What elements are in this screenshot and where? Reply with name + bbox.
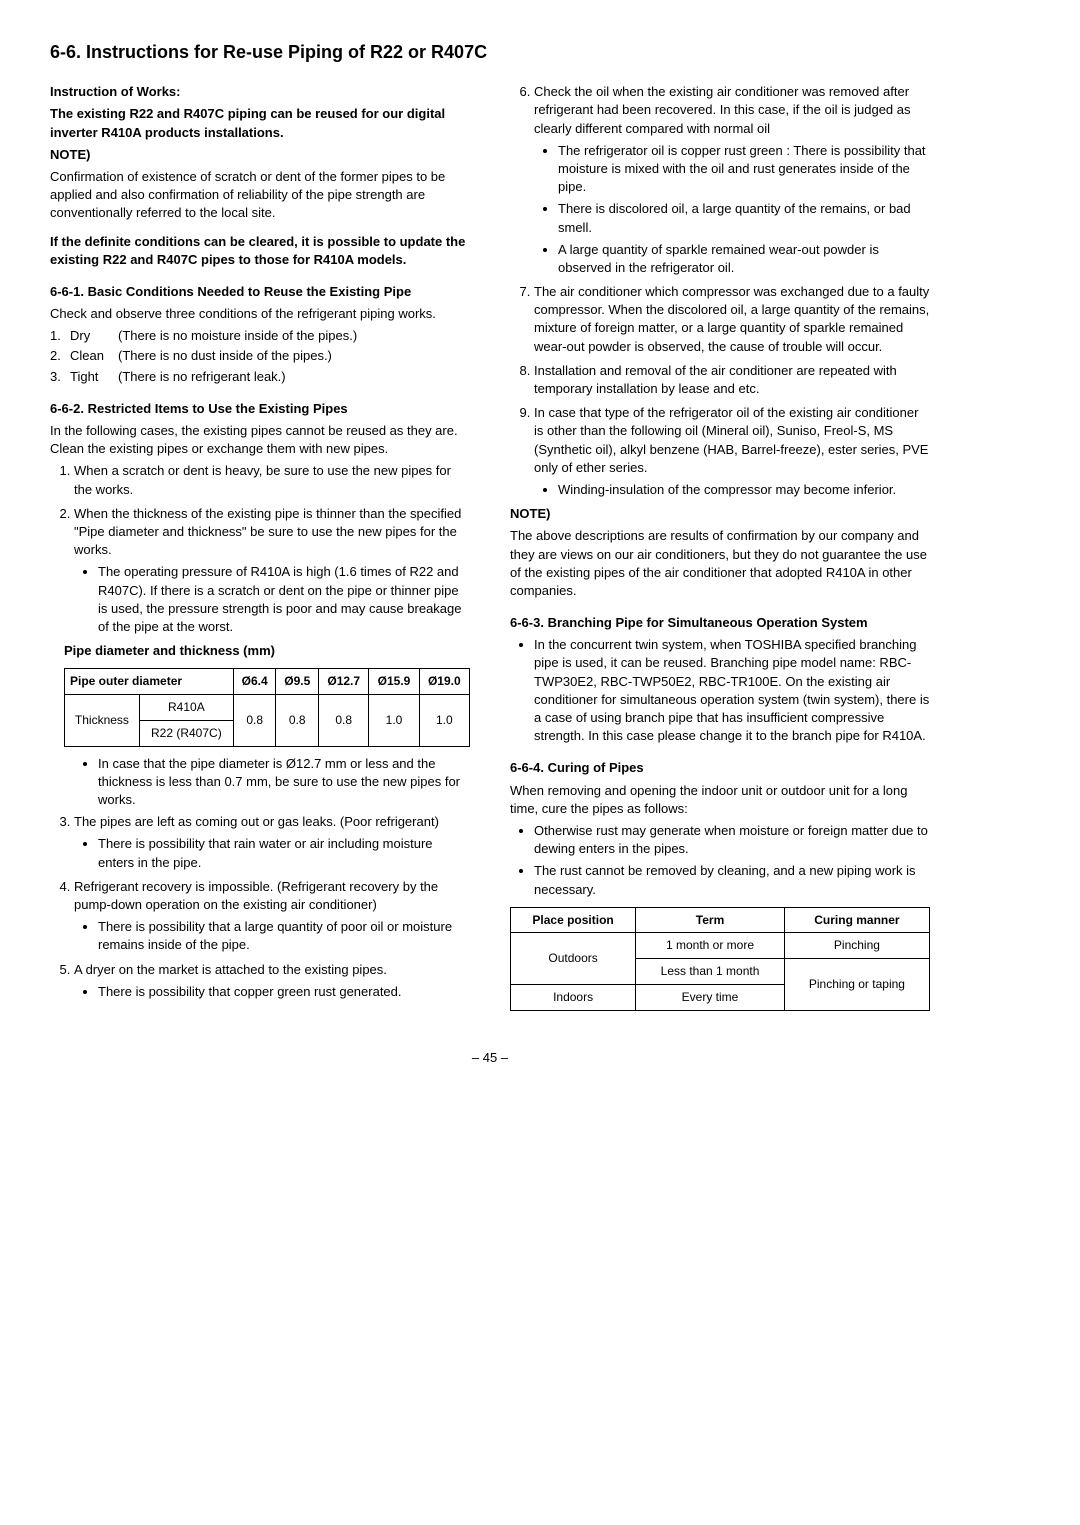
s661-title: 6-6-1. Basic Conditions Needed to Reuse … [50, 283, 470, 301]
s662-title: 6-6-2. Restricted Items to Use the Exist… [50, 400, 470, 418]
list-item: The pipes are left as coming out or gas … [74, 813, 470, 872]
table1-title: Pipe diameter and thickness (mm) [64, 642, 470, 660]
right-column: Check the oil when the existing air cond… [510, 79, 930, 1019]
note-label: NOTE) [510, 505, 930, 523]
note-text: Confirmation of existence of scratch or … [50, 168, 470, 223]
s662-list: When a scratch or dent is heavy, be sure… [50, 462, 470, 636]
s664-title: 6-6-4. Curing of Pipes [510, 759, 930, 777]
left-column: Instruction of Works: The existing R22 a… [50, 79, 470, 1019]
s661-list: 1.Dry(There is no moisture inside of the… [50, 327, 470, 386]
list-item: When a scratch or dent is heavy, be sure… [74, 462, 470, 498]
note-text: The above descriptions are results of co… [510, 527, 930, 600]
instruction-text: The existing R22 and R407C piping can be… [50, 105, 470, 141]
instruction-label: Instruction of Works: [50, 83, 470, 101]
page-number: – 45 – [50, 1049, 930, 1067]
s661-intro: Check and observe three conditions of th… [50, 305, 470, 323]
right-list: Check the oil when the existing air cond… [510, 83, 930, 499]
s663-text: In the concurrent twin system, when TOSH… [534, 636, 930, 745]
list-item: In case that type of the refrigerator oi… [534, 404, 930, 499]
list-item: Installation and removal of the air cond… [534, 362, 930, 398]
list-item: The air conditioner which compressor was… [534, 283, 930, 356]
s662-intro: In the following cases, the existing pip… [50, 422, 470, 458]
list-item: The operating pressure of R410A is high … [98, 563, 470, 636]
list-item: A dryer on the market is attached to the… [74, 961, 470, 1001]
s663-title: 6-6-3. Branching Pipe for Simultaneous O… [510, 614, 930, 632]
list-item: Check the oil when the existing air cond… [534, 83, 930, 277]
s662-list-cont: The pipes are left as coming out or gas … [50, 813, 470, 1001]
definite-text: If the definite conditions can be cleare… [50, 233, 470, 269]
list-item: Refrigerant recovery is impossible. (Ref… [74, 878, 470, 955]
section-title: 6-6. Instructions for Re-use Piping of R… [50, 40, 930, 65]
curing-table: Place position Term Curing manner Outdoo… [510, 907, 930, 1011]
list-item: When the thickness of the existing pipe … [74, 505, 470, 636]
list-item: The rust cannot be removed by cleaning, … [534, 862, 930, 898]
pipe-table: Pipe outer diameter Ø6.4 Ø9.5 Ø12.7 Ø15.… [64, 668, 470, 746]
list-item: In case that the pipe diameter is Ø12.7 … [98, 755, 470, 810]
note-label: NOTE) [50, 146, 470, 164]
list-item: Otherwise rust may generate when moistur… [534, 822, 930, 858]
s664-intro: When removing and opening the indoor uni… [510, 782, 930, 818]
